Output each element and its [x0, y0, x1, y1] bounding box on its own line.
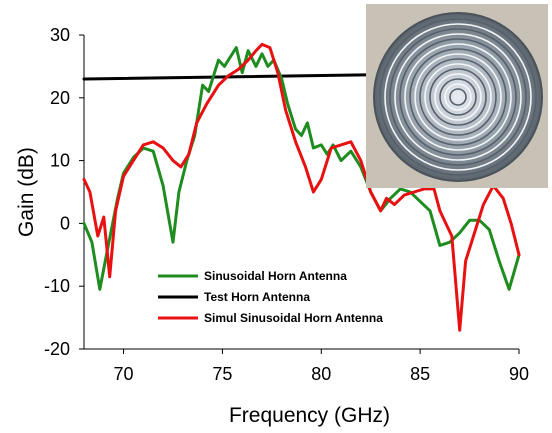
y-tick-label: 0: [60, 213, 70, 233]
y-tick-label: 30: [50, 25, 70, 45]
y-tick-label: -20: [44, 339, 70, 359]
disc-ring: [389, 28, 527, 166]
disc-ring: [414, 53, 502, 141]
series-line-2: [82, 42, 521, 332]
x-tick-label: 75: [212, 364, 232, 384]
disc-ring: [439, 78, 477, 116]
axes: -20 -10 0 10 20 30 70 75 80 85 90 Frequency (GHz) Ga…: [15, 25, 529, 427]
disc-ring: [444, 83, 472, 111]
x-tick-label: 80: [311, 364, 331, 384]
disc-rings: [379, 18, 537, 176]
x-tick-label: 90: [509, 364, 529, 384]
legend-label-0: Sinusoidal Horn Antenna: [204, 269, 347, 283]
disc-ring: [434, 73, 482, 121]
y-tick-label: -10: [44, 276, 70, 296]
inset-photo: [366, 4, 548, 188]
disc-ring: [404, 43, 512, 151]
disc-ring: [409, 48, 507, 146]
disc-ring: [379, 18, 537, 176]
x-tick-label: 70: [114, 364, 134, 384]
x-axis-title: Frequency (GHz): [229, 404, 390, 427]
corrugated-disc-icon: [373, 12, 543, 182]
disc-ring: [394, 33, 522, 161]
disc-ring: [384, 23, 532, 171]
disc-ring: [449, 88, 467, 106]
disc-ring: [419, 58, 497, 136]
series-line-0: [82, 46, 521, 291]
disc-ring: [399, 38, 517, 156]
legend-label-1: Test Horn Antenna: [204, 290, 310, 304]
legend-label-2: Simul Sinusoidal Horn Antenna: [204, 311, 383, 325]
y-tick-label: 10: [50, 151, 70, 171]
legend: Sinusoidal Horn Antenna Test Horn Antenna…: [158, 269, 383, 325]
x-tick-label: 85: [410, 364, 430, 384]
y-axis-title: Gain (dB): [15, 147, 38, 237]
disc-ring: [424, 63, 492, 131]
disc-ring: [429, 68, 487, 126]
y-tick-label: 20: [50, 88, 70, 108]
